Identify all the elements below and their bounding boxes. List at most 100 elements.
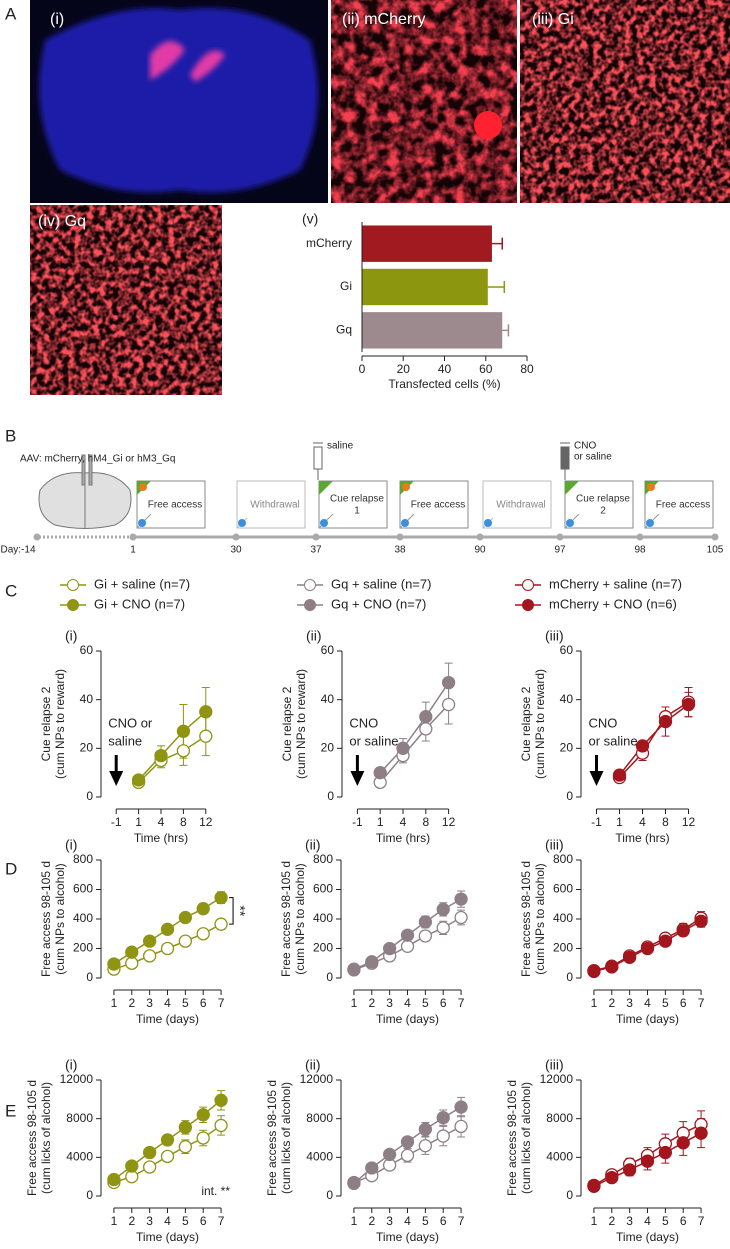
x-tick-label: 7: [458, 996, 465, 1010]
data-point: [658, 1145, 673, 1160]
chart-label: (ii): [305, 837, 321, 853]
image-i: [30, 0, 328, 203]
phase-box: [564, 480, 634, 529]
y-axis-label: (cum licks of alcohol): [39, 1082, 53, 1194]
annotation: int. **: [201, 1184, 230, 1198]
significance-bracket: [229, 897, 234, 925]
data-point: [418, 1139, 433, 1153]
y-tick-label: 40: [321, 692, 335, 706]
y-axis-label: Cue relapse 2: [280, 686, 294, 761]
data-point: [382, 941, 397, 956]
y-tick-label: 600: [73, 882, 93, 896]
category-label: mCherry: [306, 236, 352, 250]
data-point: [658, 934, 673, 948]
y-tick-label: 12000: [300, 1072, 334, 1086]
chart-label: (ii): [306, 628, 322, 644]
phase-dot: [484, 519, 492, 527]
phase-label: Withdrawal: [250, 500, 299, 511]
chart-label: (i): [65, 628, 77, 644]
x-tick-label: 5: [662, 996, 669, 1010]
x-tick-label: 6: [440, 996, 447, 1010]
arrow-head: [350, 771, 365, 786]
panel-letter: C: [5, 581, 17, 600]
annotation: or saline: [589, 733, 638, 748]
legend-marker: [522, 599, 534, 611]
y-tick-label: 0: [86, 1188, 93, 1202]
legend-marker: [67, 599, 79, 611]
x-tick-label: 1: [377, 815, 384, 829]
x-tick-label: 3: [386, 1214, 393, 1228]
y-tick-label: 20: [80, 741, 94, 755]
x-tick-label: 3: [146, 1214, 153, 1228]
x-axis-label: Transfected cells (%): [388, 377, 500, 391]
phase-box: [136, 480, 206, 529]
phase-dot: [139, 483, 147, 491]
phase-box: [236, 480, 306, 529]
x-tick-label: 2: [128, 1214, 135, 1228]
x-tick-label: 1: [591, 996, 598, 1010]
phase-dot: [238, 519, 246, 527]
data-point: [418, 915, 433, 929]
series-line: [379, 704, 450, 783]
x-tick-label: 80: [520, 362, 534, 376]
data-point: [605, 1170, 619, 1185]
image-ii-texture: [331, 0, 517, 203]
y-tick-label: 0: [326, 970, 333, 984]
data-point: [635, 739, 650, 753]
image-label: (ii) mCherry: [342, 11, 426, 28]
x-tick-label: 4: [400, 815, 407, 829]
legend-label: Gi + CNO (n=7): [94, 596, 185, 611]
y-tick-label: 800: [313, 852, 333, 866]
data-point: [396, 741, 410, 755]
y-tick-label: 600: [313, 882, 333, 896]
phase-label: Free access: [656, 500, 710, 511]
error-bar: [487, 281, 506, 293]
data-point: [160, 1149, 175, 1164]
data-point: [176, 744, 191, 758]
x-tick-label: 8: [422, 815, 429, 829]
legend-label: mCherry + saline (n=7): [549, 576, 682, 591]
x-tick-label: 6: [680, 996, 687, 1010]
data-point: [154, 748, 168, 763]
chart-label: (v): [302, 211, 318, 227]
x-tick-label: 7: [218, 996, 225, 1010]
category-label: Gq: [336, 323, 352, 337]
syringe-label: saline: [327, 441, 354, 452]
annotation: or saline: [349, 733, 398, 748]
data-point: [214, 890, 228, 905]
data-point: [418, 1122, 433, 1136]
data-point: [419, 710, 433, 724]
data-point: [436, 1129, 450, 1143]
y-axis-label: (cum NPs to alcohol): [293, 863, 307, 974]
x-tick-label: 5: [662, 1214, 669, 1228]
x-tick-label: 3: [626, 1214, 633, 1228]
category-label: Gi: [340, 279, 352, 293]
x-tick-label: 4: [158, 815, 165, 829]
x-tick-label: 3: [386, 996, 393, 1010]
phase-corner: [565, 481, 579, 495]
data-point: [107, 1172, 121, 1187]
x-tick-label: 5: [422, 1214, 429, 1228]
data-point: [382, 1147, 397, 1162]
x-axis-label: Time (days): [136, 1230, 199, 1244]
phase-dot: [138, 519, 146, 527]
phase-dot: [646, 519, 654, 527]
y-tick-label: 200: [553, 941, 573, 955]
x-axis-label: Time (days): [376, 1230, 439, 1244]
data-point: [214, 1118, 228, 1133]
x-tick-label: 1: [135, 815, 142, 829]
x-tick-label: 2: [368, 996, 375, 1010]
data-point: [441, 697, 456, 712]
y-tick-label: 0: [566, 789, 573, 803]
data-point: [142, 1145, 157, 1160]
panel-letter: A: [5, 4, 17, 23]
chart-label: (iii): [545, 1057, 564, 1073]
series-line: [618, 703, 689, 776]
day-label: 97: [554, 545, 566, 556]
y-axis-label: Free access 98-105 d: [39, 861, 53, 977]
y-tick-label: 400: [313, 911, 333, 925]
day-label: 1: [130, 545, 136, 556]
day-label: 98: [634, 545, 646, 556]
x-tick-label: 8: [180, 815, 187, 829]
day-marker: [232, 533, 240, 541]
